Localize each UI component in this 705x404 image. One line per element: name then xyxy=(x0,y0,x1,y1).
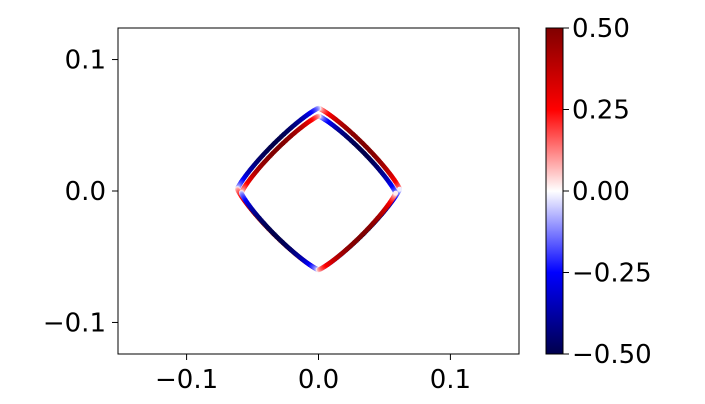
colorbar-ticks: 0.50 0.25 0.00 −0.25 −0.50 xyxy=(563,14,652,370)
colorbar-gradient xyxy=(545,27,564,355)
y-tick-label: 0.1 xyxy=(65,46,106,76)
y-tick-label: −0.1 xyxy=(43,308,106,338)
data-point xyxy=(397,186,402,192)
x-tick-label: −0.1 xyxy=(155,365,218,395)
x-tick-label: 0.1 xyxy=(430,365,471,395)
x-tick-label: 0.0 xyxy=(298,365,339,395)
colorbar-tick-label: 0.50 xyxy=(572,14,630,44)
plot-frame xyxy=(117,27,520,355)
data-point xyxy=(393,190,399,196)
colorbar-tick-label: 0.00 xyxy=(572,177,630,207)
y-tick-label: 0.0 xyxy=(65,177,106,207)
x-axis: −0.1 0.0 0.1 xyxy=(155,354,471,395)
scatter-points xyxy=(234,105,403,273)
colorbar-tick-label: −0.25 xyxy=(572,259,652,289)
colorbar: 0.50 0.25 0.00 −0.25 −0.50 xyxy=(545,14,652,370)
y-axis: 0.1 0.0 −0.1 xyxy=(43,46,118,338)
colorbar-tick-label: 0.25 xyxy=(572,96,630,126)
colorbar-tick-label: −0.50 xyxy=(572,340,652,370)
